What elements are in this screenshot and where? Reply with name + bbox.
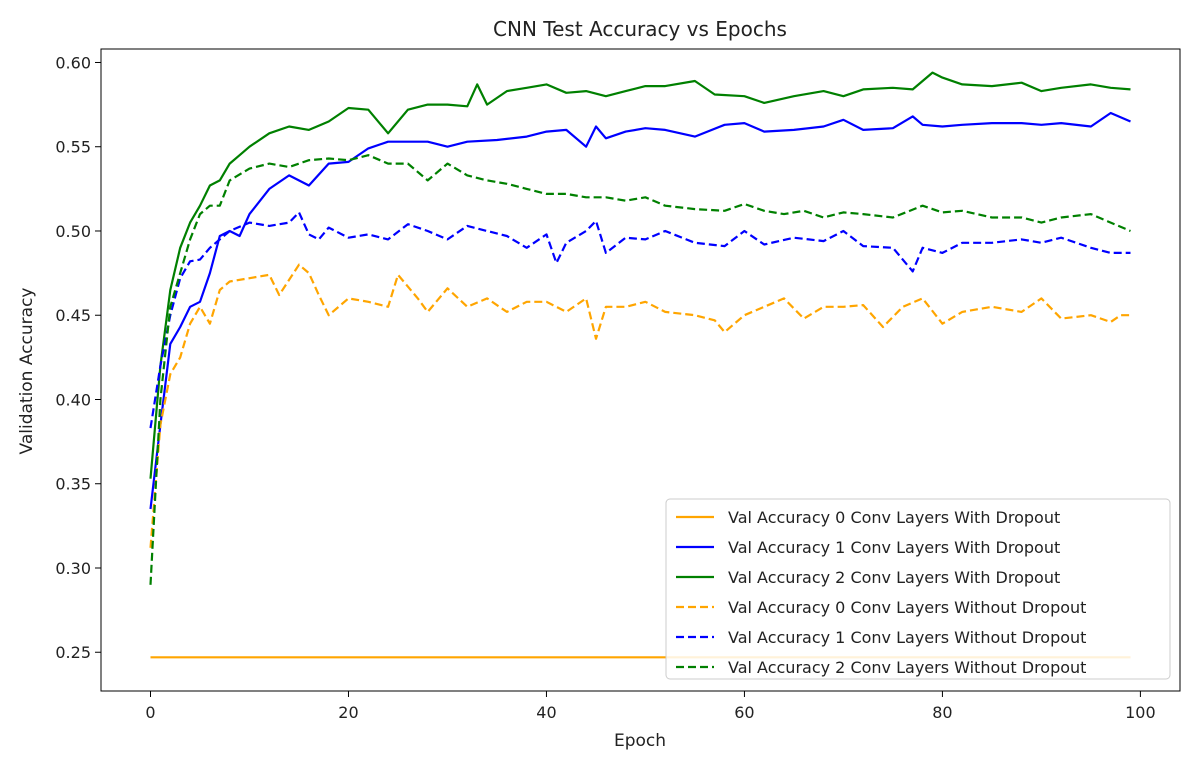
y-tick-label: 0.45: [55, 306, 91, 325]
chart-title: CNN Test Accuracy vs Epochs: [493, 17, 787, 41]
legend-label-3: Val Accuracy 0 Conv Layers Without Dropo…: [728, 598, 1086, 617]
plot-area: [100, 48, 1181, 692]
x-tick-label: 20: [338, 703, 358, 722]
y-tick-label: 0.40: [55, 390, 91, 409]
x-tick-label: 60: [734, 703, 754, 722]
x-tick-label: 100: [1125, 703, 1156, 722]
series-line-2: [149, 71, 1131, 479]
y-tick-label: 0.35: [55, 475, 91, 494]
y-tick-label: 0.50: [55, 222, 91, 241]
x-axis-ticks: 0 20 40 60 80 100: [145, 691, 1156, 722]
legend-label-1: Val Accuracy 1 Conv Layers With Dropout: [728, 538, 1060, 557]
series-line-5: [149, 154, 1131, 585]
x-tick-label: 0: [145, 703, 155, 722]
series-line-4: [149, 211, 1131, 429]
y-tick-label: 0.60: [55, 53, 91, 72]
series-line-3: [149, 263, 1131, 548]
legend: Val Accuracy 0 Conv Layers With Dropout V…: [665, 498, 1171, 680]
y-tick-label: 0.30: [55, 559, 91, 578]
y-axis-ticks: 0.25 0.30 0.35 0.40 0.45 0.50 0.55 0.60: [55, 53, 101, 662]
legend-label-5: Val Accuracy 2 Conv Layers Without Dropo…: [728, 658, 1086, 677]
x-tick-label: 80: [932, 703, 952, 722]
legend-label-0: Val Accuracy 0 Conv Layers With Dropout: [728, 508, 1060, 527]
legend-label-2: Val Accuracy 2 Conv Layers With Dropout: [728, 568, 1060, 587]
legend-box: [665, 498, 1171, 680]
y-tick-label: 0.55: [55, 138, 91, 157]
x-axis-label: Epoch: [614, 731, 666, 751]
x-tick-label: 40: [536, 703, 556, 722]
y-tick-label: 0.25: [55, 643, 91, 662]
plot-frame: [100, 48, 1181, 692]
series-line-1: [149, 111, 1131, 510]
legend-label-4: Val Accuracy 1 Conv Layers Without Dropo…: [728, 628, 1086, 647]
y-axis-label: Validation Accuracy: [17, 288, 37, 455]
